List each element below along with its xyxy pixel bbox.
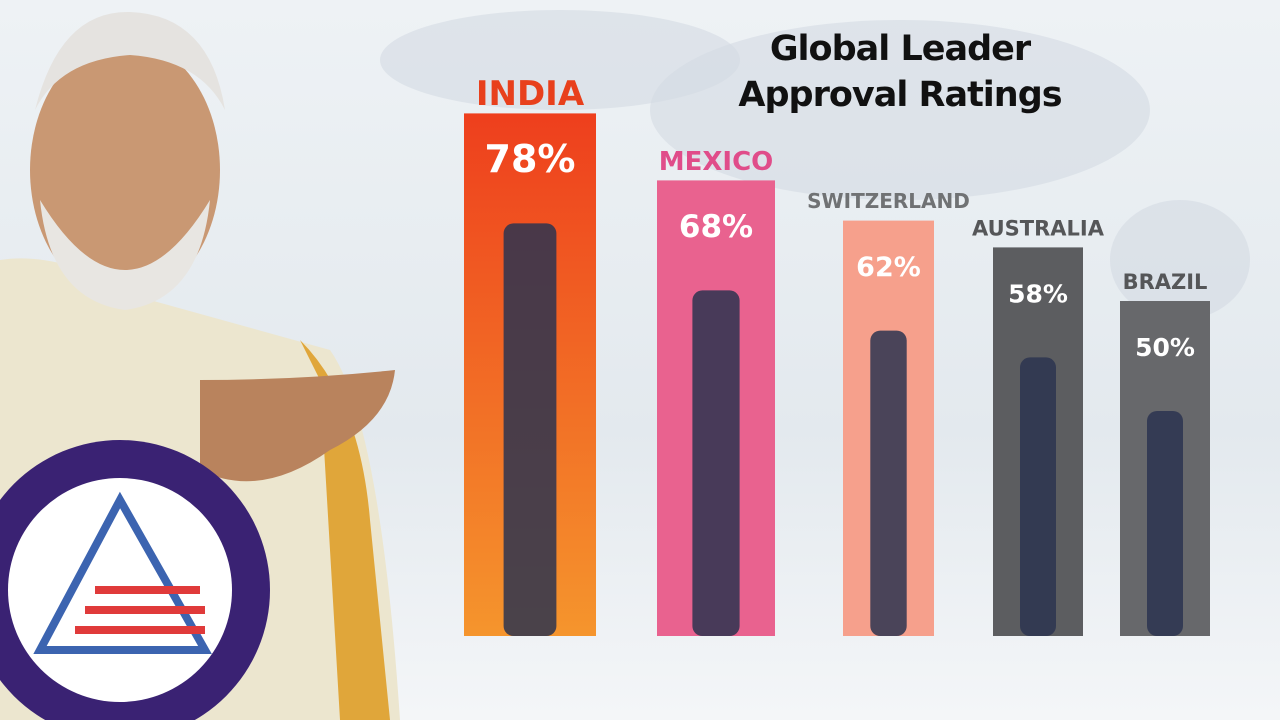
category-label: INDIA bbox=[476, 74, 585, 114]
category-label: MEXICO bbox=[659, 147, 774, 177]
chart-title: Global Leader Approval Ratings bbox=[738, 29, 1062, 115]
category-label: AUSTRALIA bbox=[972, 216, 1105, 240]
value-label: 62% bbox=[856, 252, 921, 283]
bars: 78% INDIA 68% MEXICO 62% SWITZERLAND 58% AUSTRA… bbox=[464, 74, 1210, 636]
value-label: 58% bbox=[1008, 279, 1068, 308]
value-label: 50% bbox=[1135, 333, 1195, 362]
map-dots bbox=[380, 10, 1250, 320]
leader-figure bbox=[1020, 357, 1056, 636]
value-label: 78% bbox=[485, 137, 576, 181]
leader-figure bbox=[870, 330, 907, 636]
leader-figure bbox=[503, 223, 557, 636]
logo bbox=[0, 440, 270, 720]
category-label: SWITZERLAND bbox=[807, 189, 970, 213]
leader-figure bbox=[1147, 411, 1183, 636]
value-label: 68% bbox=[679, 209, 753, 245]
leader-figure bbox=[692, 290, 740, 636]
category-label: BRAZIL bbox=[1123, 270, 1208, 294]
